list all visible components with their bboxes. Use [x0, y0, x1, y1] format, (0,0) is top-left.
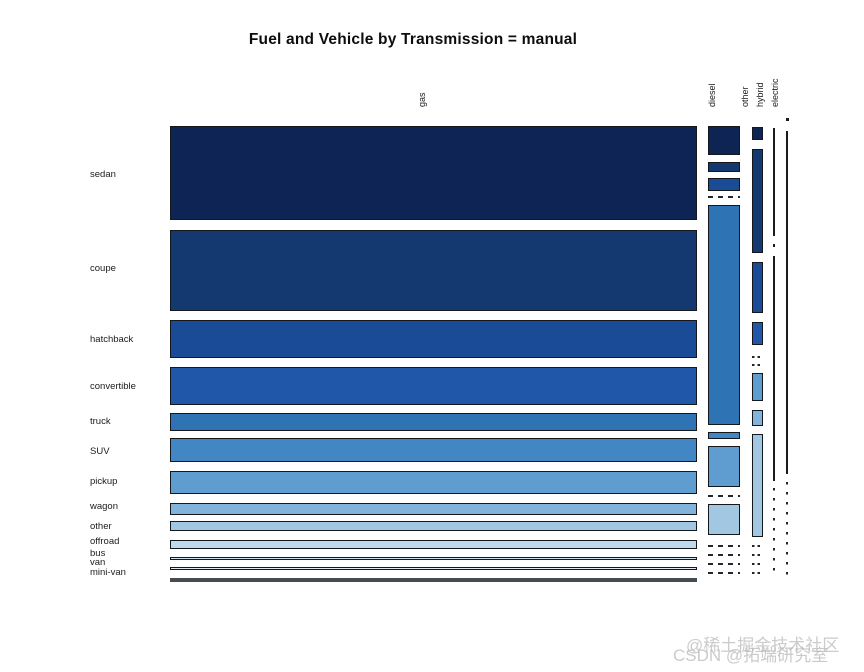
cell-gas-pickup — [170, 471, 697, 494]
row-label-coupe: coupe — [90, 263, 116, 274]
cell-diesel-wagon — [708, 495, 740, 497]
cell-gas-offroad — [170, 540, 697, 549]
row-label-convertible: convertible — [90, 381, 136, 392]
cell-gas-van — [170, 567, 697, 570]
cell-other-other — [752, 434, 763, 537]
cell-hybrid-lower-cells — [772, 256, 775, 481]
cell-gas-bus — [170, 557, 697, 560]
row-label-pickup: pickup — [90, 476, 118, 487]
cell-other-van — [752, 563, 763, 565]
watermark-csdn: CSDN @拓端研究室 — [673, 646, 829, 665]
cell-gas-sedan — [170, 126, 697, 220]
col-label-hybrid: hybrid — [755, 82, 765, 107]
row-label-wagon: wagon — [90, 501, 118, 512]
cell-other-truck — [752, 356, 763, 358]
cell-diesel-offroad — [708, 545, 740, 547]
cell-gas-SUV — [170, 438, 697, 462]
cell-hybrid-tiny-rows — [772, 488, 775, 578]
cell-diesel-coupe — [708, 162, 740, 172]
cell-other-offroad — [752, 545, 763, 547]
row-label-sedan: sedan — [90, 169, 116, 180]
row-label-truck: truck — [90, 416, 111, 427]
cell-diesel-hatchback — [708, 178, 740, 191]
cell-gas-hatchback — [170, 320, 697, 358]
cell-other-pickup — [752, 373, 763, 401]
cell-other-mini-van — [752, 572, 763, 574]
cell-gas-truck — [170, 413, 697, 431]
row-label-bus: bus — [90, 548, 106, 559]
row-label-mini-van: mini-van — [90, 567, 126, 578]
cell-gas-other — [170, 521, 697, 531]
row-label-van: van — [90, 557, 106, 568]
cell-diesel-sedan — [708, 126, 740, 155]
cell-other-convertible — [752, 322, 763, 345]
cell-other-coupe — [752, 149, 763, 253]
cell-other-bus — [752, 554, 763, 556]
cell-diesel-mini-van — [708, 572, 740, 574]
cell-gas-coupe — [170, 230, 697, 311]
cell-other-wagon — [752, 410, 763, 426]
cell-other-hatchback — [752, 262, 763, 313]
cell-gas-mini-van — [170, 578, 697, 582]
cell-diesel-van — [708, 563, 740, 565]
col-label-electric: electric — [770, 78, 780, 107]
cell-electric-top-cell — [786, 118, 789, 121]
cell-other-sedan — [752, 127, 763, 140]
cell-hybrid-upper-cells — [772, 128, 775, 236]
cell-electric-main-cells — [786, 131, 788, 474]
cell-diesel-SUV — [708, 432, 740, 439]
cell-diesel-other — [708, 504, 740, 535]
cell-hybrid-mid-cell — [772, 244, 776, 247]
row-label-SUV: SUV — [90, 446, 110, 457]
col-label-other: other — [740, 86, 750, 107]
col-label-gas: gas — [417, 92, 427, 107]
cell-gas-wagon — [170, 503, 697, 515]
cell-diesel-truck — [708, 205, 740, 425]
row-label-other: other — [90, 521, 112, 532]
cell-diesel-pickup — [708, 446, 740, 487]
col-label-diesel: diesel — [707, 83, 717, 107]
cell-gas-convertible — [170, 367, 697, 405]
cell-diesel-convertible — [708, 196, 740, 198]
watermark-juejin: @稀土掘金技术社区 — [686, 636, 840, 655]
row-label-hatchback: hatchback — [90, 334, 134, 345]
chart-title: Fuel and Vehicle by Transmission = manua… — [248, 31, 578, 48]
cell-diesel-bus — [708, 554, 740, 556]
row-label-offroad: offroad — [90, 536, 120, 547]
cell-other-SUV — [752, 364, 763, 366]
cell-electric-tiny-rows — [786, 482, 789, 576]
